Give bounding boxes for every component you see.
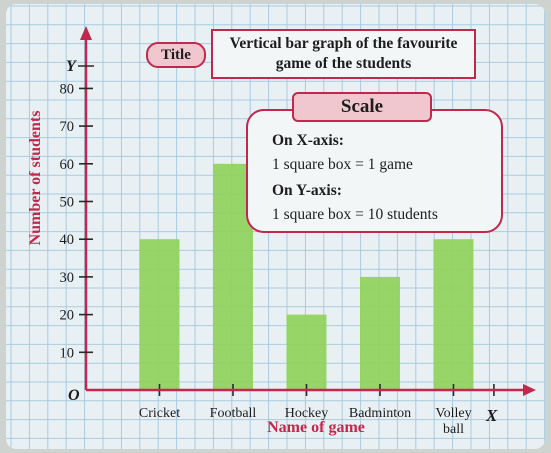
x-tick-label: Football xyxy=(210,406,257,421)
y-tick-label: 10 xyxy=(60,345,75,361)
axes xyxy=(78,26,536,396)
y-axis-arrow xyxy=(80,26,92,40)
y-axis-title: Number of students xyxy=(27,111,44,246)
origin-label: O xyxy=(68,387,80,404)
y-tick-label: 30 xyxy=(60,270,75,286)
scale-x-rule: 1 square box = 1 game xyxy=(272,156,413,173)
scale-y-heading: On Y-axis: xyxy=(272,182,342,199)
scale-box xyxy=(246,109,503,233)
y-tick-label: 40 xyxy=(60,232,75,248)
scale-y-rule: 1 square box = 10 students xyxy=(272,206,438,223)
bars xyxy=(139,163,474,390)
x-axis-title: Name of game xyxy=(267,419,365,436)
textbook-figure: Cricket Football Hockey Badminton Volley ball… xyxy=(6,4,545,449)
y-tick-label: 60 xyxy=(60,157,75,173)
axis-labels: Cricket Football Hockey Badminton Volley ball… xyxy=(27,58,498,437)
y-tick-label: 20 xyxy=(60,308,75,324)
y-tick-label: 80 xyxy=(60,81,75,97)
title-tag: Title xyxy=(146,42,206,68)
scale-x-heading: On X-axis: xyxy=(272,132,344,149)
scale-heading: Scale xyxy=(292,92,432,122)
y-axis-letter: Y xyxy=(66,58,77,75)
y-tick-label: 50 xyxy=(60,195,75,211)
x-axis-letter: X xyxy=(485,406,498,425)
bar-badminton xyxy=(360,276,400,390)
x-tick-label: Cricket xyxy=(139,406,180,421)
y-tick-label: 70 xyxy=(60,119,75,135)
x-tick-label: Volley ball xyxy=(435,406,471,437)
bar-cricket xyxy=(139,239,180,390)
chart-title: Vertical bar graph of the favourite game… xyxy=(211,29,476,79)
bar-volley-ball xyxy=(433,239,474,390)
bar-hockey xyxy=(286,314,327,390)
x-tick-label: Badminton xyxy=(349,406,411,421)
x-tick-label: Hockey xyxy=(285,406,329,421)
x-axis-arrow xyxy=(523,384,536,396)
